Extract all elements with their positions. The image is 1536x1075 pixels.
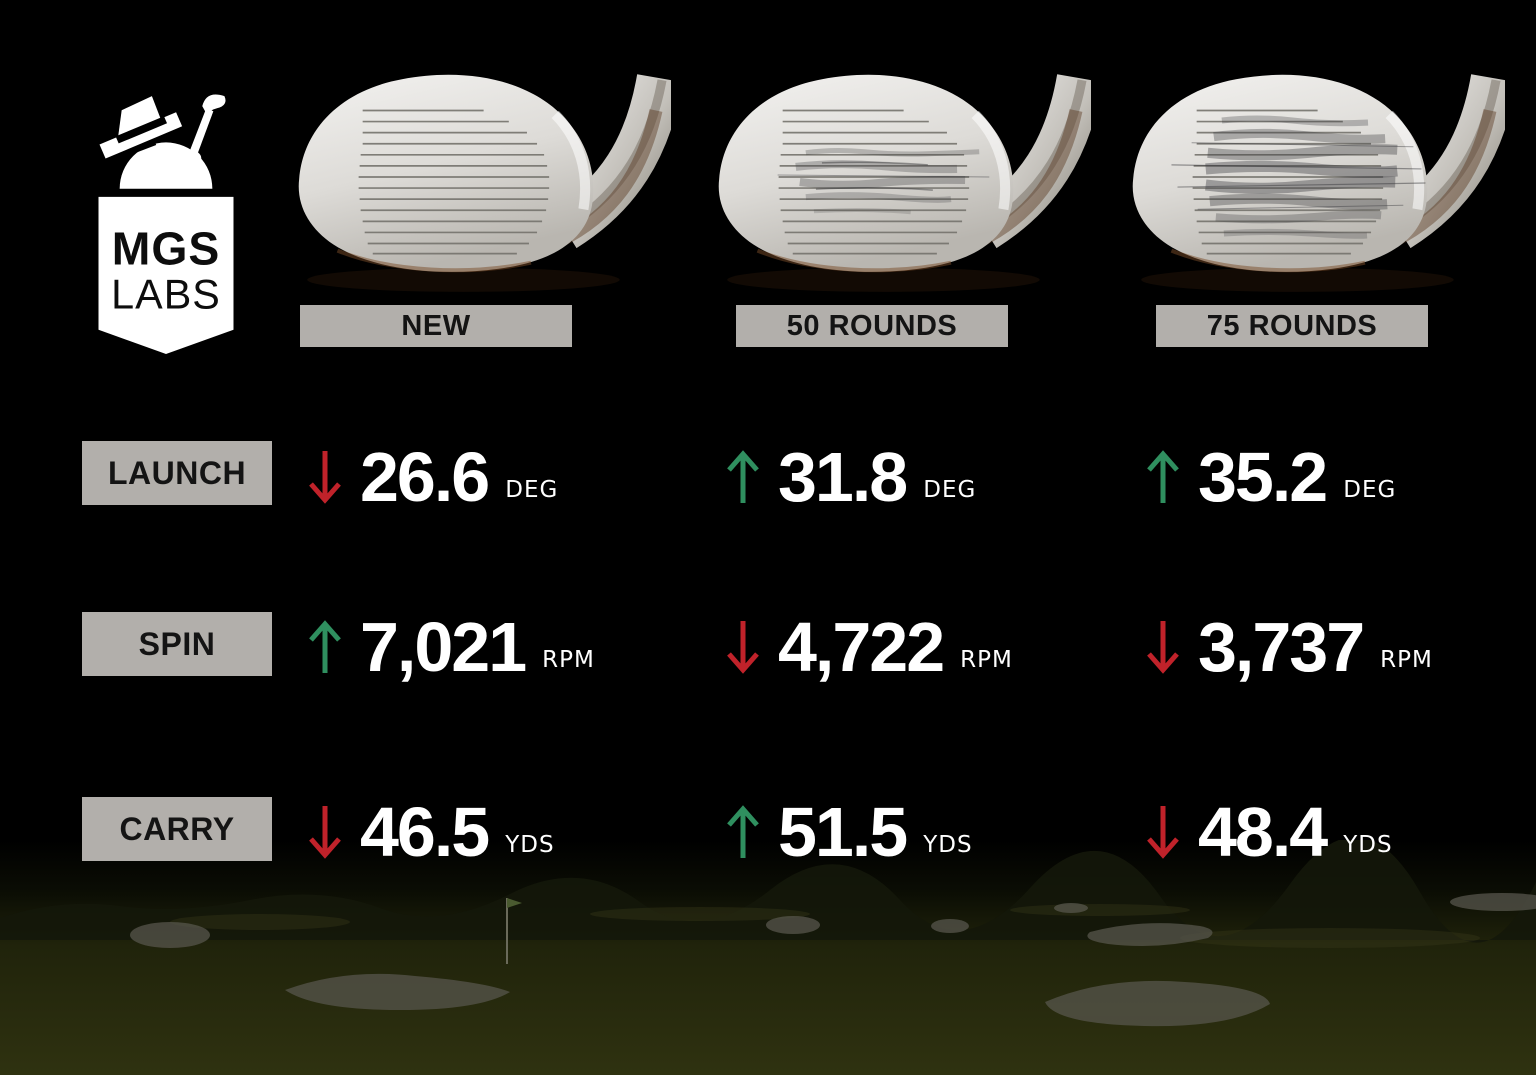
value-carry-50: 51.5 YDS	[724, 789, 1144, 875]
value-carry-75: 48.4 YDS	[1144, 789, 1536, 875]
trend-arrow-icon	[1144, 447, 1182, 507]
metric-unit: YDS	[923, 832, 973, 858]
value-spin-75: 3,737 RPM	[1144, 604, 1536, 690]
metric-unit: DEG	[923, 477, 977, 503]
metric-value: 35.2	[1198, 438, 1328, 516]
logo-banner	[98, 196, 234, 354]
wedge-face-50-rounds-image	[686, 52, 1091, 304]
golf-course-background-image	[0, 840, 1536, 1075]
trend-arrow-icon	[724, 802, 762, 862]
trend-arrow-icon	[306, 617, 344, 677]
metric-unit: DEG	[505, 477, 559, 503]
metric-unit: RPM	[960, 647, 1013, 673]
metric-value: 4,722	[778, 608, 945, 686]
logo-text-line1: MGS	[112, 222, 221, 274]
value-launch-75: 35.2 DEG	[1144, 434, 1536, 520]
flagstick	[506, 898, 522, 964]
value-carry-new: 46.5 YDS	[306, 789, 726, 875]
logo-text-line2: LABS	[111, 272, 221, 318]
trend-arrow-icon	[306, 447, 344, 507]
mgs-labs-logo: MGS LABS	[96, 84, 236, 356]
trend-arrow-icon	[1144, 617, 1182, 677]
metric-value: 3,737	[1198, 608, 1365, 686]
trend-arrow-icon	[724, 447, 762, 507]
spy-golfer-icon-details	[115, 116, 168, 154]
column-header-50-rounds: 50 ROUNDS	[736, 305, 1008, 347]
metric-value: 26.6	[360, 438, 490, 516]
metric-unit: YDS	[1343, 832, 1393, 858]
metric-value: 31.8	[778, 438, 908, 516]
metric-value: 7,021	[360, 608, 527, 686]
row-label-spin: SPIN	[82, 612, 272, 676]
wedge-face-new-image	[266, 52, 671, 304]
value-launch-new: 26.6 DEG	[306, 434, 726, 520]
metric-value: 46.5	[360, 793, 490, 871]
value-spin-new: 7,021 RPM	[306, 604, 726, 690]
metric-value: 51.5	[778, 793, 908, 871]
value-launch-50: 31.8 DEG	[724, 434, 1144, 520]
metric-unit: DEG	[1343, 477, 1397, 503]
metric-unit: RPM	[542, 647, 595, 673]
sand-bunkers	[130, 893, 1536, 1027]
row-label-carry: CARRY	[82, 797, 272, 861]
metric-unit: YDS	[505, 832, 555, 858]
trend-arrow-icon	[306, 802, 344, 862]
column-header-75-rounds: 75 ROUNDS	[1156, 305, 1428, 347]
metric-value: 48.4	[1198, 793, 1328, 871]
row-label-launch: LAUNCH	[82, 441, 272, 505]
value-spin-50: 4,722 RPM	[724, 604, 1144, 690]
column-header-new: NEW	[300, 305, 572, 347]
wedge-face-75-rounds-image	[1100, 52, 1505, 304]
metric-unit: RPM	[1380, 647, 1433, 673]
trend-arrow-icon	[1144, 802, 1182, 862]
trend-arrow-icon	[724, 617, 762, 677]
